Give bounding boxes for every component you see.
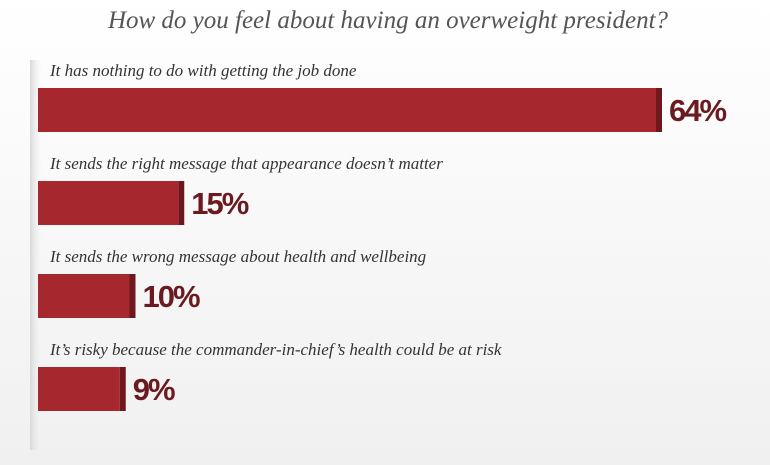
bar xyxy=(38,274,130,318)
chart-title: How do you feel about having an overweig… xyxy=(107,7,669,34)
bar-cap xyxy=(178,181,185,225)
category-label: It has nothing to do with getting the jo… xyxy=(49,61,357,80)
bar xyxy=(38,367,120,411)
bar-cap xyxy=(119,367,126,411)
bar xyxy=(38,88,656,132)
bar-cap xyxy=(656,88,662,132)
value-label: 64% xyxy=(669,93,726,128)
value-label: 10% xyxy=(143,279,200,314)
category-label: It sends the wrong message about health … xyxy=(49,247,426,266)
edge-shadow xyxy=(30,60,42,450)
bar-cap xyxy=(129,274,136,318)
value-label: 15% xyxy=(191,186,248,221)
category-label: It’s risky because the commander-in-chie… xyxy=(49,340,502,359)
value-label: 9% xyxy=(133,372,175,407)
category-label: It sends the right message that appearan… xyxy=(49,154,443,173)
bar xyxy=(38,181,179,225)
